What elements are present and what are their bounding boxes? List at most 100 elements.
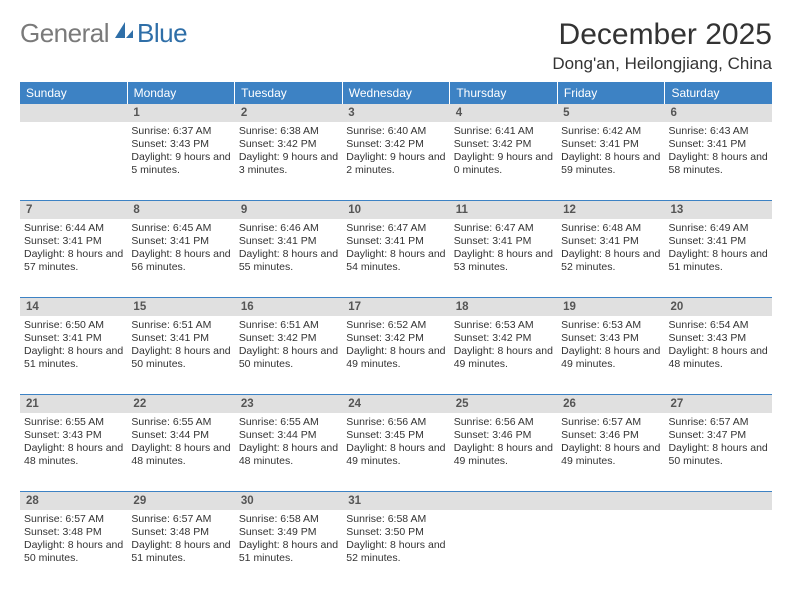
daylight-text: Daylight: 8 hours and 51 minutes. (669, 248, 768, 274)
day-number: 28 (20, 492, 127, 510)
day-number: 2 (235, 104, 342, 122)
day-number: 3 (342, 104, 449, 122)
day-cell: Sunrise: 6:56 AMSunset: 3:45 PMDaylight:… (342, 413, 449, 491)
brand-first: General (20, 18, 109, 49)
sunset-text: Sunset: 3:41 PM (561, 235, 660, 248)
daylight-text: Daylight: 8 hours and 50 minutes. (131, 345, 230, 371)
day-cell: Sunrise: 6:51 AMSunset: 3:42 PMDaylight:… (235, 316, 342, 394)
sunset-text: Sunset: 3:42 PM (346, 332, 445, 345)
day-info: Sunrise: 6:37 AMSunset: 3:43 PMDaylight:… (131, 125, 230, 178)
day-info: Sunrise: 6:55 AMSunset: 3:44 PMDaylight:… (131, 416, 230, 469)
day-number: 30 (235, 492, 342, 510)
daylight-text: Daylight: 9 hours and 2 minutes. (346, 151, 445, 177)
sunrise-text: Sunrise: 6:40 AM (346, 125, 445, 138)
day-cell: Sunrise: 6:53 AMSunset: 3:43 PMDaylight:… (557, 316, 664, 394)
day-number: 18 (450, 298, 557, 316)
day-cell: Sunrise: 6:54 AMSunset: 3:43 PMDaylight:… (665, 316, 772, 394)
day-info: Sunrise: 6:51 AMSunset: 3:41 PMDaylight:… (131, 319, 230, 372)
day-info: Sunrise: 6:42 AMSunset: 3:41 PMDaylight:… (561, 125, 660, 178)
sunrise-text: Sunrise: 6:49 AM (669, 222, 768, 235)
daylight-text: Daylight: 8 hours and 53 minutes. (454, 248, 553, 274)
sunset-text: Sunset: 3:41 PM (239, 235, 338, 248)
sunset-text: Sunset: 3:41 PM (669, 138, 768, 151)
week-row: Sunrise: 6:44 AMSunset: 3:41 PMDaylight:… (20, 219, 772, 298)
weekday-header: Wednesday (343, 82, 451, 104)
sunrise-text: Sunrise: 6:57 AM (669, 416, 768, 429)
day-number-row: 123456 (20, 104, 772, 122)
day-cell: Sunrise: 6:53 AMSunset: 3:42 PMDaylight:… (450, 316, 557, 394)
sunrise-text: Sunrise: 6:38 AM (239, 125, 338, 138)
day-cell: Sunrise: 6:57 AMSunset: 3:46 PMDaylight:… (557, 413, 664, 491)
day-cell: Sunrise: 6:55 AMSunset: 3:44 PMDaylight:… (235, 413, 342, 491)
daylight-text: Daylight: 8 hours and 49 minutes. (346, 442, 445, 468)
daylight-text: Daylight: 8 hours and 58 minutes. (669, 151, 768, 177)
day-number: 1 (127, 104, 234, 122)
daylight-text: Daylight: 8 hours and 52 minutes. (561, 248, 660, 274)
sunset-text: Sunset: 3:50 PM (346, 526, 445, 539)
weekday-header: Saturday (665, 82, 772, 104)
day-cell: Sunrise: 6:37 AMSunset: 3:43 PMDaylight:… (127, 122, 234, 200)
sunset-text: Sunset: 3:41 PM (669, 235, 768, 248)
day-info: Sunrise: 6:50 AMSunset: 3:41 PMDaylight:… (24, 319, 123, 372)
daylight-text: Daylight: 8 hours and 54 minutes. (346, 248, 445, 274)
day-number: 24 (342, 395, 449, 413)
day-cell: Sunrise: 6:47 AMSunset: 3:41 PMDaylight:… (450, 219, 557, 297)
day-cell: Sunrise: 6:58 AMSunset: 3:50 PMDaylight:… (342, 510, 449, 588)
sunrise-text: Sunrise: 6:51 AM (131, 319, 230, 332)
day-cell: Sunrise: 6:57 AMSunset: 3:48 PMDaylight:… (20, 510, 127, 588)
week-row: Sunrise: 6:57 AMSunset: 3:48 PMDaylight:… (20, 510, 772, 588)
day-number: 16 (235, 298, 342, 316)
sunrise-text: Sunrise: 6:55 AM (24, 416, 123, 429)
day-cell: Sunrise: 6:55 AMSunset: 3:44 PMDaylight:… (127, 413, 234, 491)
daylight-text: Daylight: 8 hours and 57 minutes. (24, 248, 123, 274)
daylight-text: Daylight: 8 hours and 50 minutes. (669, 442, 768, 468)
sunrise-text: Sunrise: 6:55 AM (131, 416, 230, 429)
day-info: Sunrise: 6:56 AMSunset: 3:45 PMDaylight:… (346, 416, 445, 469)
day-info: Sunrise: 6:57 AMSunset: 3:47 PMDaylight:… (669, 416, 768, 469)
day-cell (557, 510, 664, 588)
weekday-header: Sunday (20, 82, 128, 104)
day-info: Sunrise: 6:57 AMSunset: 3:48 PMDaylight:… (24, 513, 123, 566)
sunrise-text: Sunrise: 6:50 AM (24, 319, 123, 332)
daylight-text: Daylight: 8 hours and 56 minutes. (131, 248, 230, 274)
day-number: 17 (342, 298, 449, 316)
day-info: Sunrise: 6:58 AMSunset: 3:50 PMDaylight:… (346, 513, 445, 566)
sunset-text: Sunset: 3:43 PM (24, 429, 123, 442)
sunset-text: Sunset: 3:42 PM (454, 332, 553, 345)
sunrise-text: Sunrise: 6:46 AM (239, 222, 338, 235)
day-info: Sunrise: 6:40 AMSunset: 3:42 PMDaylight:… (346, 125, 445, 178)
daylight-text: Daylight: 8 hours and 49 minutes. (346, 345, 445, 371)
day-info: Sunrise: 6:51 AMSunset: 3:42 PMDaylight:… (239, 319, 338, 372)
daylight-text: Daylight: 8 hours and 50 minutes. (239, 345, 338, 371)
week-row: Sunrise: 6:37 AMSunset: 3:43 PMDaylight:… (20, 122, 772, 201)
sunrise-text: Sunrise: 6:56 AM (346, 416, 445, 429)
sunset-text: Sunset: 3:43 PM (669, 332, 768, 345)
day-cell (665, 510, 772, 588)
sunset-text: Sunset: 3:42 PM (346, 138, 445, 151)
sunrise-text: Sunrise: 6:47 AM (346, 222, 445, 235)
day-info: Sunrise: 6:54 AMSunset: 3:43 PMDaylight:… (669, 319, 768, 372)
day-number: 6 (665, 104, 772, 122)
day-info: Sunrise: 6:57 AMSunset: 3:48 PMDaylight:… (131, 513, 230, 566)
weekday-header: Friday (558, 82, 666, 104)
day-info: Sunrise: 6:47 AMSunset: 3:41 PMDaylight:… (454, 222, 553, 275)
day-info: Sunrise: 6:58 AMSunset: 3:49 PMDaylight:… (239, 513, 338, 566)
sunrise-text: Sunrise: 6:48 AM (561, 222, 660, 235)
sunrise-text: Sunrise: 6:37 AM (131, 125, 230, 138)
daylight-text: Daylight: 8 hours and 49 minutes. (454, 345, 553, 371)
sunrise-text: Sunrise: 6:55 AM (239, 416, 338, 429)
day-cell: Sunrise: 6:56 AMSunset: 3:46 PMDaylight:… (450, 413, 557, 491)
day-number-row: 21222324252627 (20, 395, 772, 413)
week-row: Sunrise: 6:55 AMSunset: 3:43 PMDaylight:… (20, 413, 772, 492)
daylight-text: Daylight: 9 hours and 5 minutes. (131, 151, 230, 177)
sail-icon (113, 20, 135, 47)
sunrise-text: Sunrise: 6:41 AM (454, 125, 553, 138)
sunrise-text: Sunrise: 6:58 AM (239, 513, 338, 526)
day-number: 10 (342, 201, 449, 219)
sunrise-text: Sunrise: 6:44 AM (24, 222, 123, 235)
day-cell: Sunrise: 6:38 AMSunset: 3:42 PMDaylight:… (235, 122, 342, 200)
day-cell: Sunrise: 6:44 AMSunset: 3:41 PMDaylight:… (20, 219, 127, 297)
sunrise-text: Sunrise: 6:57 AM (561, 416, 660, 429)
day-cell: Sunrise: 6:57 AMSunset: 3:47 PMDaylight:… (665, 413, 772, 491)
weekday-header-row: SundayMondayTuesdayWednesdayThursdayFrid… (20, 82, 772, 104)
